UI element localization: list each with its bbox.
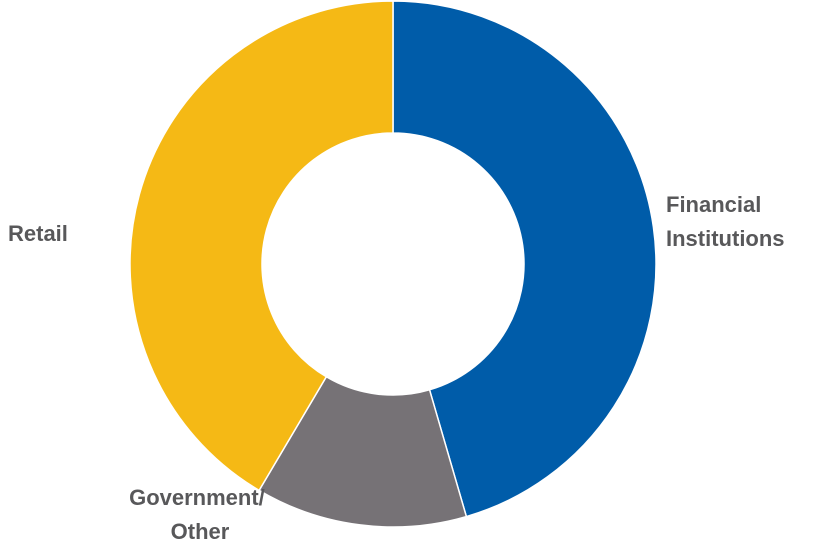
slice-retail [129,0,394,492]
label-financial-institutions: Financial Institutions [666,192,785,251]
label-government-other-line1: Government/ [129,485,265,510]
label-government-other: Government/ Other [129,485,271,544]
slice-financial-institutions [392,0,657,518]
label-retail: Retail [8,221,68,246]
chart-slices [129,0,657,528]
label-government-other-line2: Other [171,519,230,544]
label-financial-institutions-line2: Institutions [666,226,785,251]
label-financial-institutions-line1: Financial [666,192,761,217]
